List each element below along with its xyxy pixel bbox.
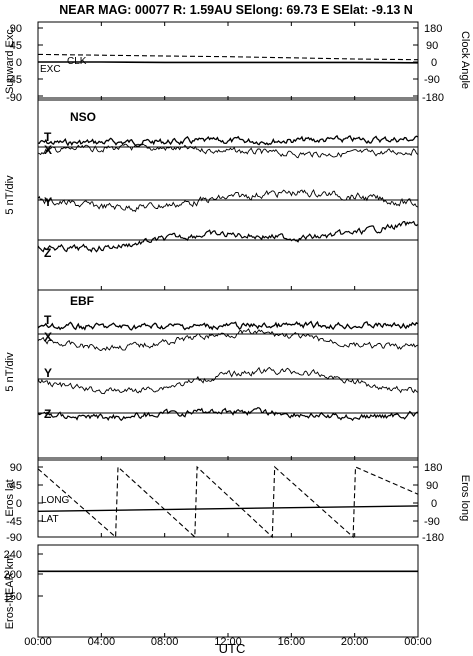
nso-series [37,134,418,253]
panel-exc-clock [37,21,419,99]
ebf-z-trace [37,407,418,422]
p4-ytick: 0 [16,498,22,510]
panel5-left-ticks: 240 200 150 [4,549,22,603]
nso-panel-title: NSO [70,110,96,124]
ebf-t-trace [37,320,418,331]
p1-trace-label-exc: EXC [40,64,61,75]
p1-ytick-right: -90 [424,74,440,86]
panel4-left-ticks: 90 45 0 -45 -90 [6,462,22,544]
panel1-right-ticks: 180 90 0 -90 -180 [422,23,444,104]
series-lat-line [37,505,419,512]
p4-right-label: Eros long [459,475,471,521]
p1-left-label: Sunward Exc. [4,26,16,94]
nso-z-trace [37,220,418,253]
nso-ylabel: 5 nT/div [4,175,16,215]
x-axis: 00:00 04:00 08:00 12:00 16:00 20:00 00:00 [24,22,432,648]
p1-right-label: Clock Angle [459,31,471,89]
series-clk-line [37,53,419,61]
ebf-trace-label-x: X [44,330,52,344]
panel-ebf [37,289,419,459]
p4-ytick: 90 [10,462,22,474]
panel4-series [37,465,419,539]
nso-x-trace [37,143,418,159]
p4-ytick: -45 [6,516,22,528]
x-tick-label: 08:00 [151,636,179,648]
figure-title: NEAR MAG: 00077 R: 1.59AU SElong: 69.73 … [59,3,413,17]
p1-ytick-right: 90 [426,40,438,52]
p1-ytick-right: 180 [424,23,442,35]
ebf-series [37,320,418,422]
ebf-ylabel: 5 nT/div [4,352,16,392]
p5-ytick: 240 [4,549,22,561]
p1-ytick-right: 0 [431,57,437,69]
ebf-x-trace [37,328,418,351]
x-tick-label: 00:00 [24,636,52,648]
panel-nso [37,99,419,291]
p4-ytick-right: -180 [422,532,444,544]
ebf-y-trace [37,366,418,395]
nso-baselines [38,146,418,241]
p1-ytick: 45 [10,40,22,52]
nso-t-trace [37,134,418,147]
p4-ytick-right: 0 [431,498,437,510]
series-long-line [37,465,419,539]
x-tick-label: 12:00 [214,636,242,648]
p4-ytick-right: 90 [426,480,438,492]
ebf-trace-label-y: Y [44,366,52,380]
ebf-panel-title: EBF [70,294,94,308]
p1-ytick: -45 [6,74,22,86]
p5-ytick: 200 [4,569,22,581]
p1-ytick-right: -180 [422,92,444,104]
panel5-tick-marks [38,553,43,597]
panel4-tick-marks [38,466,418,522]
nso-trace-label-x: X [44,143,52,157]
p1-ytick: 0 [16,57,22,69]
p4-left-label: Eros lat [4,479,16,516]
p4-ytick: 45 [10,480,22,492]
panel4-right-ticks: 180 90 0 -90 -180 [422,462,444,544]
panel1-series [37,53,419,64]
ebf-trace-label-t: T [44,313,52,327]
p4-ytick-right: 180 [424,462,442,474]
nso-y-trace [37,189,418,213]
nso-trace-label-t: T [44,130,52,144]
p4-trace-label-long: LONG [41,495,70,506]
x-tick-label: 16:00 [278,636,306,648]
series-exc-line [38,61,419,64]
x-tick-label: 04:00 [88,636,116,648]
p4-ytick-right: -90 [424,516,440,528]
ebf-trace-label-z: Z [44,407,51,421]
x-axis-label: UTC [219,641,246,656]
p4-trace-label-lat: LAT [41,514,59,525]
p1-ytick: 90 [10,23,22,35]
p5-left-label: Eros-NEAR km [4,555,16,630]
nso-trace-label-z: Z [44,246,51,260]
panel-eros-latlong [37,459,419,538]
p4-ytick: -90 [6,532,22,544]
ebf-baselines [38,333,418,414]
p1-ytick: -90 [6,92,22,104]
panel1-left-ticks: 90 45 0 -45 -90 [6,23,22,104]
p5-ytick: 150 [4,591,22,603]
panel-eros-near-km [37,544,419,638]
x-tick-label: 00:00 [404,636,432,648]
x-tick-label: 20:00 [341,636,369,648]
